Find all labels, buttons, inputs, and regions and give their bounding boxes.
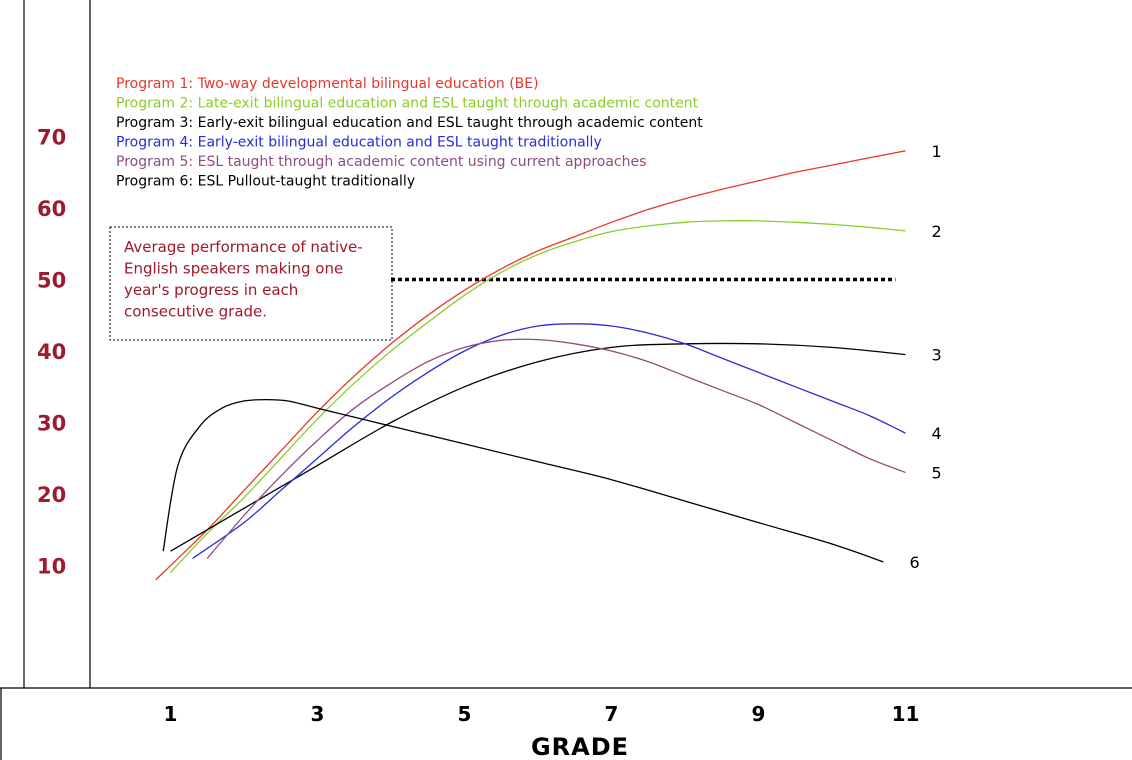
y-tick-label: 10 bbox=[37, 555, 66, 579]
annotation-line: consecutive grade. bbox=[124, 303, 267, 321]
series-line-6 bbox=[163, 400, 883, 562]
series-end-label: 4 bbox=[932, 424, 942, 443]
series-end-label: 2 bbox=[932, 222, 942, 241]
series-end-label: 3 bbox=[932, 346, 942, 365]
annotation-line: year's progress in each bbox=[124, 281, 298, 299]
annotation-line: Average performance of native- bbox=[124, 238, 363, 256]
series-end-label: 5 bbox=[932, 464, 942, 483]
x-tick-labels: 1 3 5 7 9 11 bbox=[164, 702, 920, 726]
legend-entry: Program 6: ESL Pullout-taught traditiona… bbox=[116, 174, 415, 190]
legend-entry: Program 1: Two-way developmental bilingu… bbox=[116, 76, 539, 92]
series-line-5 bbox=[207, 339, 905, 558]
y-tick-label: 70 bbox=[37, 126, 66, 150]
legend-entry: Program 5: ESL taught through academic c… bbox=[116, 154, 646, 170]
y-tick-label: 30 bbox=[37, 412, 66, 436]
x-tick-label: 5 bbox=[458, 702, 472, 726]
legend-entry: Program 2: Late-exit bilingual education… bbox=[116, 96, 699, 112]
annotation-text: Average performance of native- English sp… bbox=[124, 238, 363, 321]
y-tick-label: 40 bbox=[37, 340, 66, 364]
x-tick-label: 9 bbox=[752, 702, 766, 726]
series-line-1 bbox=[156, 151, 906, 580]
y-tick-label: 50 bbox=[37, 269, 66, 293]
x-tick-label: 3 bbox=[311, 702, 325, 726]
y-tick-label: 60 bbox=[37, 197, 66, 221]
series-end-label: 1 bbox=[932, 142, 942, 161]
legend: Program 1: Two-way developmental bilingu… bbox=[116, 76, 703, 190]
y-tick-label: 20 bbox=[37, 483, 66, 507]
legend-entry: Program 4: Early-exit bilingual educatio… bbox=[116, 135, 602, 151]
series-line-3 bbox=[171, 343, 906, 551]
x-tick-label: 11 bbox=[892, 702, 920, 726]
series-end-label: 6 bbox=[909, 553, 919, 572]
annotation-line: English speakers making one bbox=[124, 260, 343, 278]
series-end-labels: 1 2 3 4 5 6 bbox=[909, 142, 941, 572]
x-axis-label: GRADE bbox=[531, 733, 629, 760]
series-lines bbox=[156, 151, 906, 580]
x-tick-label: 7 bbox=[605, 702, 619, 726]
y-tick-labels: 10 20 30 40 50 60 70 bbox=[37, 126, 66, 579]
legend-entry: Program 3: Early-exit bilingual educatio… bbox=[116, 115, 703, 131]
x-tick-label: 1 bbox=[164, 702, 178, 726]
